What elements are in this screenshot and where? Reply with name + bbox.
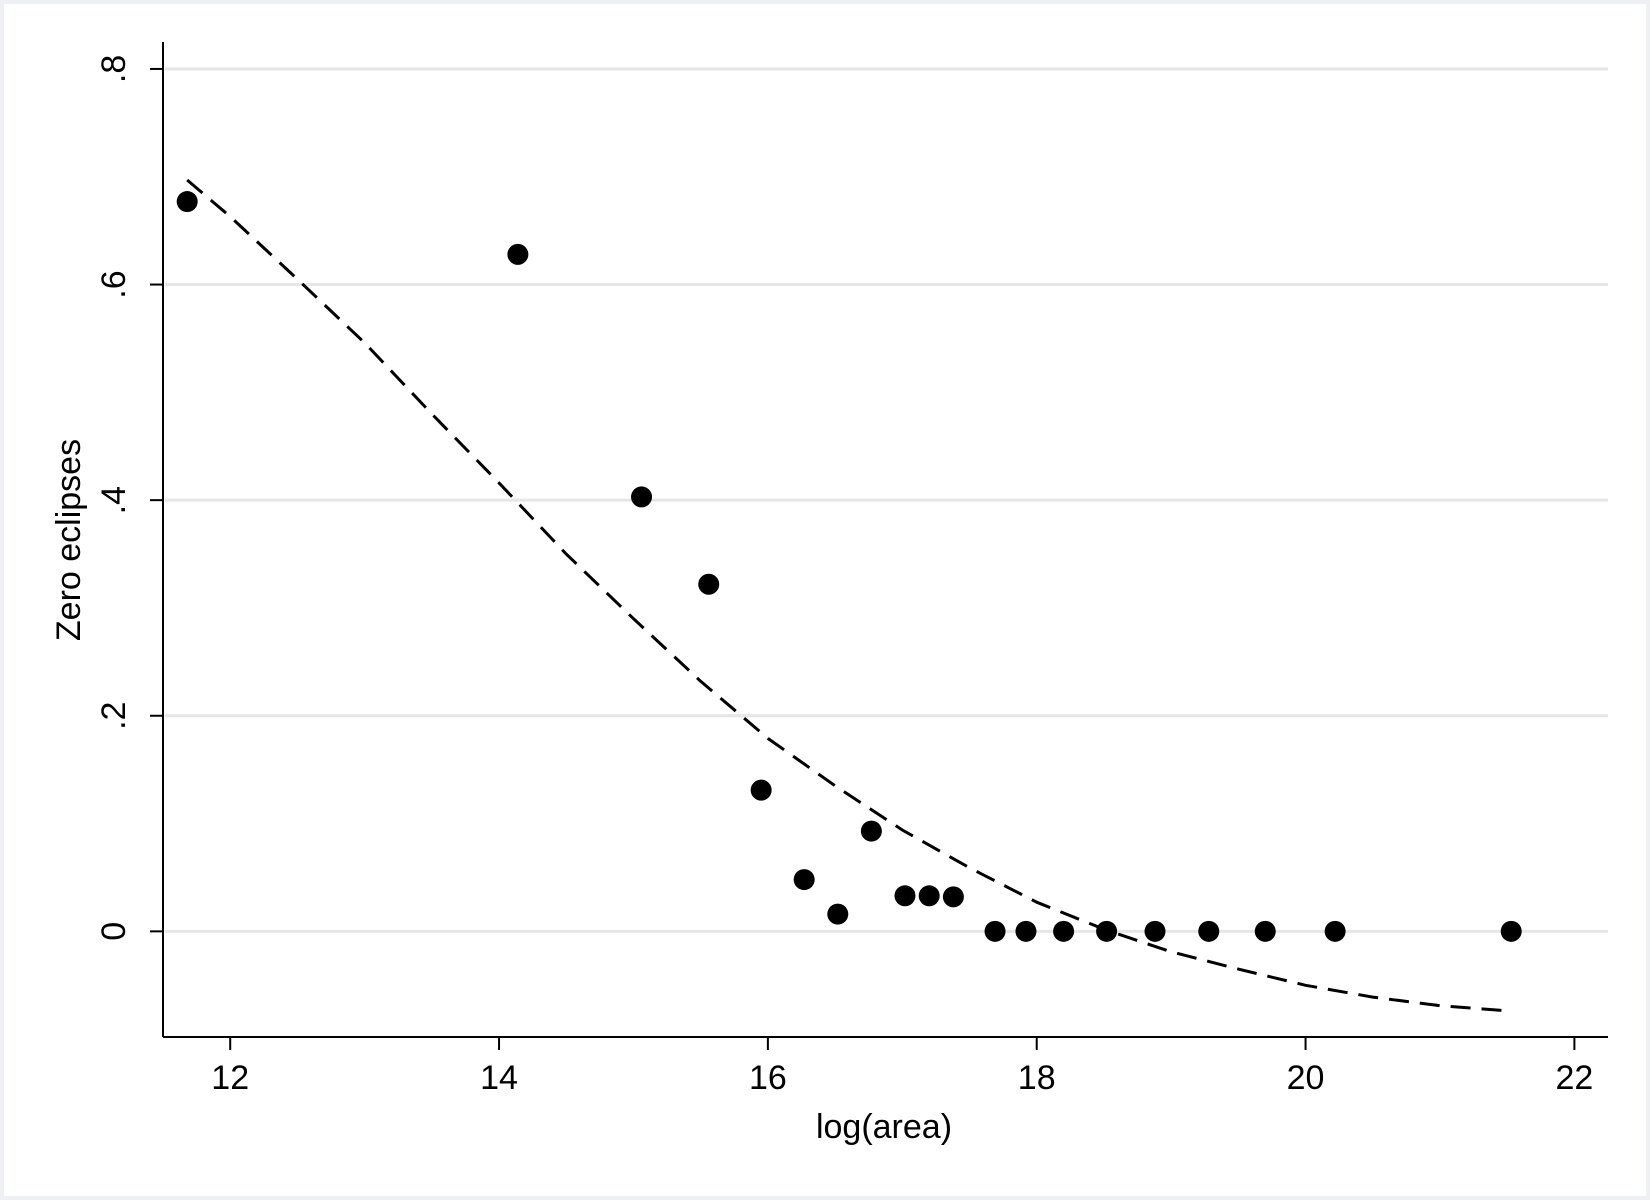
data-point-1 — [507, 243, 529, 265]
axes — [162, 42, 1608, 1038]
data-point-12 — [1015, 920, 1037, 942]
scatter-points — [176, 191, 1522, 942]
data-point-15 — [1144, 920, 1166, 942]
y-axis-ticks: 0 .2 .4 .6 .8 — [95, 55, 163, 941]
data-point-3 — [698, 573, 720, 595]
data-point-19 — [1500, 920, 1522, 942]
data-point-13 — [1053, 920, 1075, 942]
x-tick-label-0: 12 — [211, 1059, 249, 1097]
data-point-6 — [827, 903, 849, 925]
data-point-7 — [860, 820, 882, 842]
data-point-0 — [176, 191, 198, 213]
data-point-2 — [631, 486, 653, 508]
y-tick-label-1: .2 — [95, 702, 133, 730]
grid-lines — [165, 67, 1608, 933]
fit-line-group — [186, 178, 1512, 1013]
data-point-5 — [793, 869, 815, 891]
data-point-9 — [918, 885, 940, 907]
data-point-17 — [1254, 920, 1276, 942]
y-tick-label-3: .6 — [95, 270, 133, 298]
data-point-8 — [894, 885, 916, 907]
x-axis-ticks: 12 14 16 18 20 22 — [211, 1037, 1593, 1097]
y-tick-label-0: 0 — [95, 922, 133, 941]
x-tick-label-3: 18 — [1018, 1059, 1056, 1097]
fit-line — [186, 178, 1512, 1013]
y-tick-label-4: .8 — [95, 55, 133, 83]
x-axis-label: log(area) — [816, 1108, 952, 1146]
data-point-4 — [750, 779, 772, 801]
data-point-18 — [1324, 920, 1346, 942]
data-point-14 — [1096, 920, 1118, 942]
x-tick-label-4: 20 — [1287, 1059, 1325, 1097]
y-axis-label: Zero eclipses — [50, 439, 88, 641]
data-point-10 — [942, 886, 964, 908]
y-tick-label-2: .4 — [95, 486, 133, 514]
x-tick-label-1: 14 — [480, 1059, 518, 1097]
data-point-16 — [1198, 920, 1220, 942]
x-tick-label-5: 22 — [1555, 1059, 1593, 1097]
data-point-11 — [984, 920, 1006, 942]
x-tick-label-2: 16 — [749, 1059, 787, 1097]
